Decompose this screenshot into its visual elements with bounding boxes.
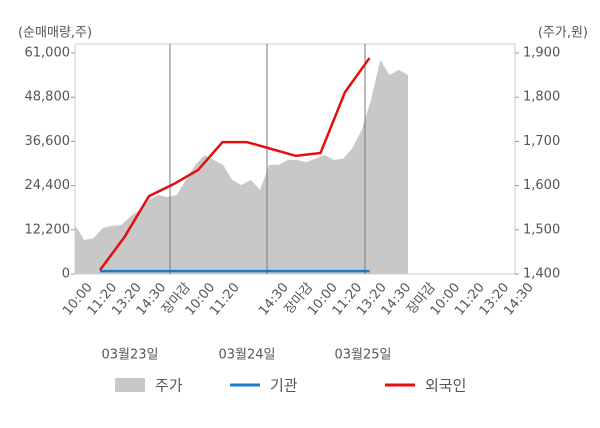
y-tick-label: 36,600: [25, 134, 71, 149]
price-area: [75, 60, 408, 275]
y-axis-label: (순매매량,주): [18, 26, 92, 41]
y2-axis-label: (주가,원): [538, 26, 588, 41]
series-line: [98, 57, 371, 271]
date-label: 03월25일: [334, 348, 391, 363]
y-tick-label: 48,800: [25, 90, 71, 105]
y-tick-label: 61,000: [25, 46, 71, 61]
plot-frame: [74, 43, 516, 275]
y2-tick-label: 1,700: [523, 134, 560, 149]
date-label: 03월24일: [218, 348, 275, 363]
y2-tick-label: 1,800: [523, 90, 560, 105]
legend-label: 외국인: [425, 377, 466, 395]
legend-label: 기관: [270, 377, 298, 395]
y-tick-label: 0: [62, 267, 70, 282]
y-tick-label: 24,400: [25, 178, 71, 193]
y2-tick-label: 1,600: [523, 178, 560, 193]
legend-swatch: [115, 378, 145, 392]
y2-tick-label: 1,400: [523, 267, 560, 282]
y-tick-label: 12,200: [25, 222, 71, 237]
date-label: 03월23일: [101, 348, 158, 363]
y2-tick-label: 1,500: [523, 222, 560, 237]
y2-tick-label: 1,900: [523, 46, 560, 61]
legend-label: 주가: [155, 377, 183, 395]
